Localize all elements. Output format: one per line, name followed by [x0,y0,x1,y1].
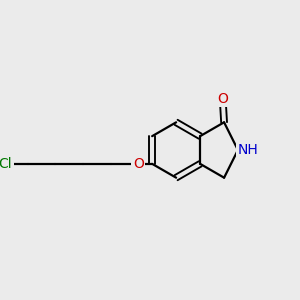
Text: O: O [133,157,144,171]
Text: NH: NH [238,143,259,157]
Text: Cl: Cl [0,157,12,171]
Text: O: O [217,92,228,106]
